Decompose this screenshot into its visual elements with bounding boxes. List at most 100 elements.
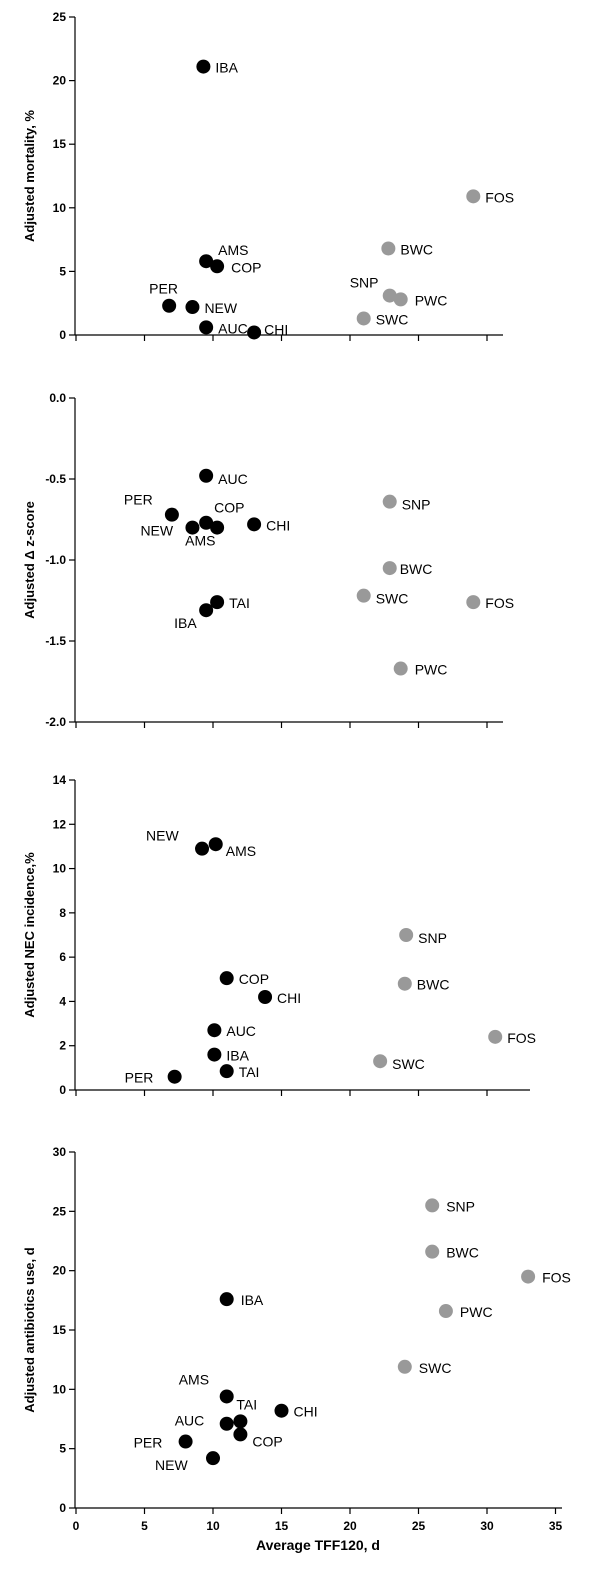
panel2-point-cop bbox=[199, 515, 214, 530]
panel4-x-tick-label: 5 bbox=[141, 1519, 148, 1533]
panel3-point-iba bbox=[207, 1047, 222, 1062]
panel2-point-label-ams: AMS bbox=[185, 533, 215, 549]
panel4-x-tick-label: 25 bbox=[412, 1519, 426, 1533]
panel2-point-swc bbox=[356, 588, 371, 603]
panel2-point-fos bbox=[466, 595, 481, 610]
panel3-point-chi bbox=[258, 990, 273, 1004]
panel3-y-tick-label: 6 bbox=[59, 950, 66, 964]
panel4-point-label-new: NEW bbox=[155, 1457, 188, 1473]
panel1-y-tick-label: 10 bbox=[53, 201, 67, 215]
panel2-point-per bbox=[164, 507, 179, 522]
panel3-point-label-bwc: BWC bbox=[417, 977, 450, 993]
panel1-point-label-fos: FOS bbox=[485, 189, 514, 205]
panel4-point-ams bbox=[219, 1389, 234, 1404]
panel4-x-tick-label: 10 bbox=[206, 1519, 220, 1533]
panel4-point-tai bbox=[233, 1414, 248, 1429]
panel1-point-label-chi: CHI bbox=[264, 321, 288, 337]
panel4-x-tick-label: 0 bbox=[73, 1519, 80, 1533]
panel2-point-label-fos: FOS bbox=[485, 595, 514, 611]
panel2-y-tick-label: -1.5 bbox=[45, 634, 66, 648]
panel2-point-auc bbox=[199, 468, 214, 483]
panel4-point-cop bbox=[233, 1427, 248, 1442]
panel1-point-label-ams: AMS bbox=[218, 242, 248, 258]
panel2-point-label-tai: TAI bbox=[229, 595, 250, 611]
panel4-y-axis-label: Adjusted antibiotics use, d bbox=[22, 1247, 37, 1412]
panel4-point-label-auc: AUC bbox=[175, 1413, 205, 1429]
panel2-point-snp bbox=[382, 494, 397, 509]
panel3-point-label-per: PER bbox=[125, 1070, 154, 1086]
panel2-y-axis-label: Adjusted Δ z-score bbox=[22, 501, 37, 619]
panel1-y-tick-label: 20 bbox=[53, 74, 67, 88]
panel1-y-tick-label: 5 bbox=[59, 264, 66, 278]
panel1-point-label-bwc: BWC bbox=[400, 242, 433, 258]
panel4-y-tick-label: 30 bbox=[53, 1145, 67, 1159]
panel2-y-tick-label: -2.0 bbox=[45, 715, 66, 729]
panel4-point-label-ams: AMS bbox=[179, 1371, 209, 1387]
panel1-point-snp bbox=[382, 288, 397, 303]
panel3-point-label-new: NEW bbox=[146, 828, 179, 844]
panel3-y-axis-label: Adjusted NEC incidence,% bbox=[22, 852, 37, 1018]
panel4-x-tick-label: 30 bbox=[480, 1519, 494, 1533]
panel2-point-bwc bbox=[382, 561, 397, 576]
panel1-point-label-new: NEW bbox=[204, 300, 237, 316]
panel4-x-tick-label: 15 bbox=[275, 1519, 289, 1533]
panel1-point-label-auc: AUC bbox=[218, 320, 248, 336]
panel3-point-label-iba: IBA bbox=[226, 1048, 249, 1064]
panel3-y-tick-label: 0 bbox=[59, 1083, 66, 1097]
panel1-point-chi bbox=[247, 325, 262, 340]
panel2-point-label-bwc: BWC bbox=[400, 561, 433, 577]
panel3-point-label-fos: FOS bbox=[507, 1030, 536, 1046]
panel4-x-axis-label: Average TFF120, d bbox=[256, 1537, 380, 1553]
panel2-point-label-pwc: PWC bbox=[415, 662, 448, 678]
panel4-point-label-iba: IBA bbox=[241, 1292, 264, 1308]
panel2-point-pwc bbox=[393, 661, 408, 676]
panel3-point-label-auc: AUC bbox=[226, 1023, 256, 1039]
panel4-point-label-swc: SWC bbox=[419, 1360, 452, 1376]
panel2-point-label-swc: SWC bbox=[376, 591, 409, 607]
panel3-y-tick-label: 14 bbox=[53, 773, 67, 787]
panel1-point-label-pwc: PWC bbox=[415, 292, 448, 308]
panel4-point-label-snp: SNP bbox=[446, 1198, 475, 1214]
panel1-point-auc bbox=[199, 320, 214, 335]
panel1-y-tick-label: 25 bbox=[53, 10, 67, 24]
panel3-point-snp bbox=[399, 928, 414, 942]
panel3-point-bwc bbox=[397, 976, 412, 991]
panel1-point-per bbox=[162, 298, 177, 313]
panel4-point-snp bbox=[425, 1198, 440, 1213]
panel1-point-swc bbox=[356, 311, 371, 326]
panel4-y-tick-label: 10 bbox=[53, 1382, 67, 1396]
panel1-point-iba bbox=[196, 59, 211, 74]
panel1-point-cop bbox=[210, 259, 225, 274]
panel3-point-new bbox=[195, 841, 210, 856]
panel4-point-swc bbox=[397, 1359, 412, 1374]
panel1-point-label-per: PER bbox=[149, 281, 178, 297]
panel1-point-new bbox=[185, 300, 200, 315]
panel1-point-label-swc: SWC bbox=[376, 311, 409, 327]
panel4-point-auc bbox=[219, 1416, 234, 1431]
panel1-y-axis-label: Adjusted mortality, % bbox=[22, 110, 37, 242]
panel4-point-per bbox=[178, 1434, 193, 1449]
panel3-point-label-chi: CHI bbox=[277, 990, 301, 1006]
panel2-point-label-snp: SNP bbox=[402, 497, 431, 513]
panel2-point-tai bbox=[210, 595, 225, 610]
panel4-point-bwc bbox=[425, 1244, 440, 1259]
panel3-point-label-tai: TAI bbox=[239, 1064, 260, 1080]
panel1-point-ams bbox=[199, 254, 214, 269]
panel2-point-label-cop: COP bbox=[214, 500, 244, 516]
panel4-point-label-bwc: BWC bbox=[446, 1245, 479, 1261]
panel2-point-label-per: PER bbox=[124, 492, 153, 508]
panel1-point-pwc bbox=[393, 292, 408, 307]
panel3-point-per bbox=[167, 1069, 182, 1084]
panel1-point-label-snp: SNP bbox=[350, 275, 379, 291]
panel4-point-iba bbox=[219, 1292, 234, 1307]
panel3-point-label-ams: AMS bbox=[226, 843, 256, 859]
panel1-y-tick-label: 15 bbox=[53, 137, 67, 151]
panel4-y-tick-label: 5 bbox=[59, 1442, 66, 1456]
panel4-point-label-tai: TAI bbox=[236, 1396, 257, 1412]
panel4-x-tick-label: 35 bbox=[549, 1519, 563, 1533]
panel4-point-fos bbox=[521, 1269, 536, 1284]
panel4-point-label-cop: COP bbox=[252, 1433, 282, 1449]
panel4-point-new bbox=[206, 1451, 220, 1466]
panel4-y-tick-label: 20 bbox=[53, 1264, 67, 1278]
